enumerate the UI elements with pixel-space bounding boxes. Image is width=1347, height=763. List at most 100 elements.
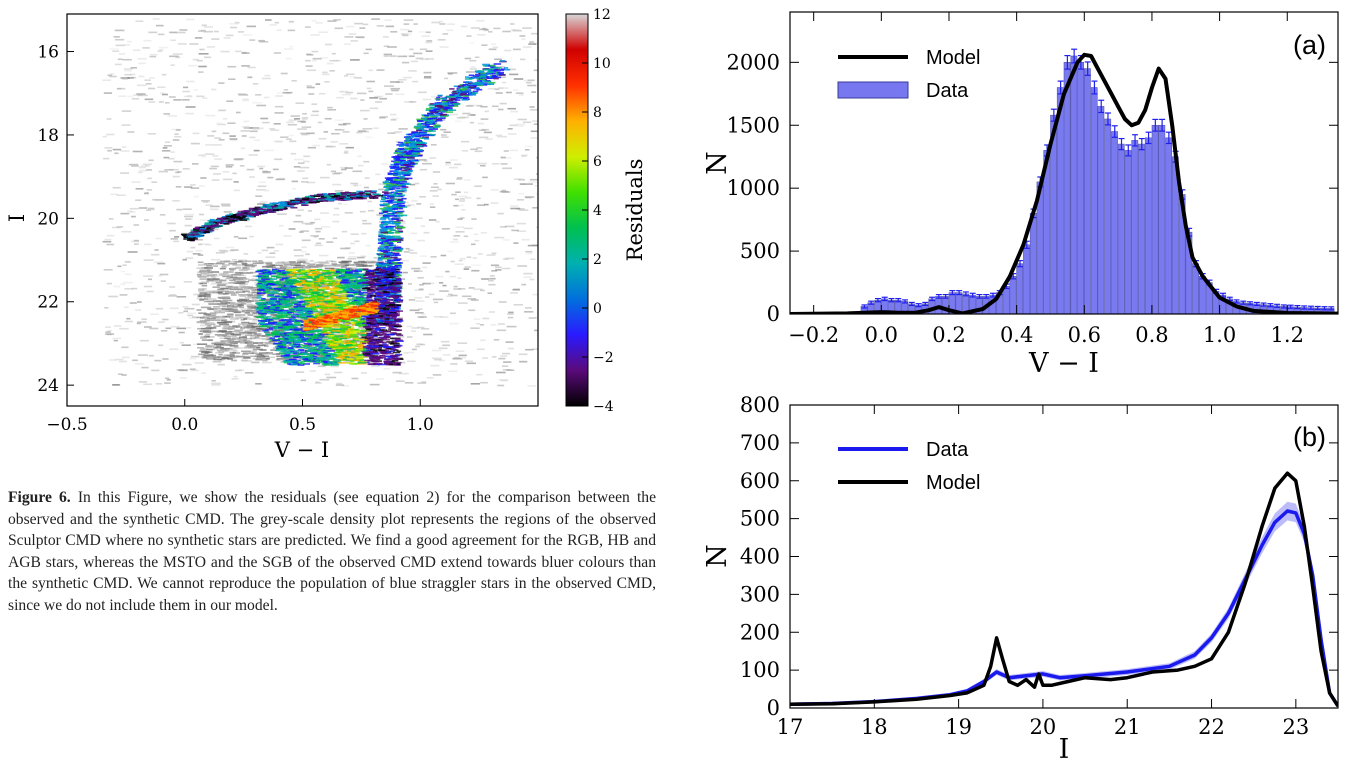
cmd-pixel	[386, 184, 393, 186]
cmd-pixel	[391, 210, 398, 213]
cmd-pixel	[455, 96, 462, 98]
cmd-pixel	[403, 144, 409, 146]
cmd-pixel	[426, 114, 433, 116]
cmd-pixel	[209, 321, 215, 324]
cmd-pixel	[479, 80, 486, 82]
cmd-pixel	[180, 377, 187, 379]
cmd-pixel	[396, 81, 404, 83]
cmd-pixel	[352, 170, 363, 173]
cmd-pixel	[379, 117, 386, 119]
cmd-pixel	[407, 283, 413, 285]
cmd-pixel	[199, 48, 205, 51]
cmd-pixel	[281, 261, 290, 264]
cmd-pixel	[449, 101, 456, 103]
cmd-pixel	[223, 211, 232, 213]
cmd-pixel	[340, 166, 348, 169]
cmd-pixel	[413, 52, 423, 55]
cmd-pixel	[213, 310, 221, 312]
cmd-pixel	[230, 333, 241, 336]
cmd-pixel	[201, 357, 209, 359]
cmd-pixel	[249, 214, 256, 216]
cmd-pixel	[480, 232, 488, 234]
cmd-pixel	[201, 339, 213, 341]
cmd-pixel	[105, 326, 111, 328]
cmd-pixel	[261, 335, 270, 337]
cmd-pixel	[433, 301, 439, 304]
cmd-pixel	[251, 352, 258, 354]
cmd-pixel	[112, 384, 120, 386]
cmd-pixel	[410, 146, 419, 149]
cmd-pixel	[249, 346, 258, 348]
cmd-pixel	[362, 23, 369, 26]
cmd-pixel	[165, 102, 170, 104]
cmd-pixel	[208, 229, 215, 232]
cmd-pixel	[459, 217, 465, 219]
cmd-pixel	[410, 144, 415, 146]
cmd-pixel	[521, 238, 530, 241]
cmd-pixel	[366, 87, 372, 90]
cmd-pixel	[251, 278, 260, 280]
cmd-pixel	[280, 266, 287, 269]
cmd-pixel	[140, 165, 147, 167]
cmd-pixel	[417, 91, 427, 94]
cmd-pixel	[283, 235, 292, 237]
cmd-pixel	[488, 70, 494, 73]
cmd-pixel	[283, 264, 295, 266]
cmd-pixel	[234, 287, 239, 289]
cmd-pixel	[353, 192, 361, 194]
cmd-pixel	[252, 358, 257, 360]
cmd-pixel	[277, 283, 287, 285]
cmd-pixel	[235, 272, 241, 274]
cmd-pixel	[384, 319, 391, 321]
cmd-pixel	[441, 136, 449, 138]
cmd-pixel	[185, 106, 196, 108]
cmd-pixel	[474, 73, 483, 76]
cmd-pixel	[167, 222, 176, 225]
cmd-pixel	[276, 29, 282, 31]
cmd-pixel	[497, 71, 505, 74]
cmd-pixel	[441, 228, 450, 230]
cmd-pixel	[223, 37, 231, 39]
cmd-pixel	[455, 120, 462, 123]
cmd-pixel	[443, 354, 451, 356]
cmd-pixel	[341, 385, 350, 387]
cmd-pixel	[118, 95, 127, 97]
cmd-pixel	[187, 95, 192, 97]
cmd-pixel	[219, 274, 225, 276]
cmd-pixel	[516, 222, 526, 225]
cmd-pixel	[311, 20, 317, 22]
cmd-pixel	[121, 374, 127, 376]
cmd-pixel	[112, 186, 121, 189]
cmd-pixel	[469, 42, 475, 44]
cmd-pixel	[320, 337, 328, 339]
cmd-pixel	[246, 301, 252, 304]
cmd-pixel	[442, 99, 448, 101]
cmd-pixel	[417, 382, 427, 384]
cmd-pixel	[482, 65, 488, 67]
cmd-pixel	[190, 355, 200, 358]
cmd-pixel	[460, 86, 467, 89]
cmd-pixel	[353, 184, 358, 187]
cmd-pixel	[490, 189, 499, 191]
cmd-pixel	[200, 337, 207, 339]
cmd-pixel	[214, 158, 222, 160]
cmd-pixel	[133, 224, 139, 226]
cmd-pixel	[452, 105, 459, 107]
cmd-pixel	[393, 246, 401, 249]
cmd-pixel	[252, 101, 263, 104]
cmd-pixel	[401, 61, 410, 64]
cmd-pixel	[164, 382, 171, 384]
cmd-pixel	[482, 176, 488, 179]
cmd-pixel	[433, 120, 438, 123]
cmd-pixel	[436, 96, 441, 99]
cmd-pixel	[336, 96, 344, 99]
cmd-pixel	[221, 348, 227, 350]
cmd-pixel	[529, 178, 538, 181]
cmd-pixel	[525, 149, 530, 151]
cmd-pixel	[235, 315, 242, 318]
cmd-pixel	[292, 275, 304, 278]
cmd-pixel	[466, 256, 472, 258]
cmd-pixel	[102, 79, 111, 81]
cmd-pixel	[240, 319, 245, 321]
cmd-pixel	[170, 238, 178, 240]
